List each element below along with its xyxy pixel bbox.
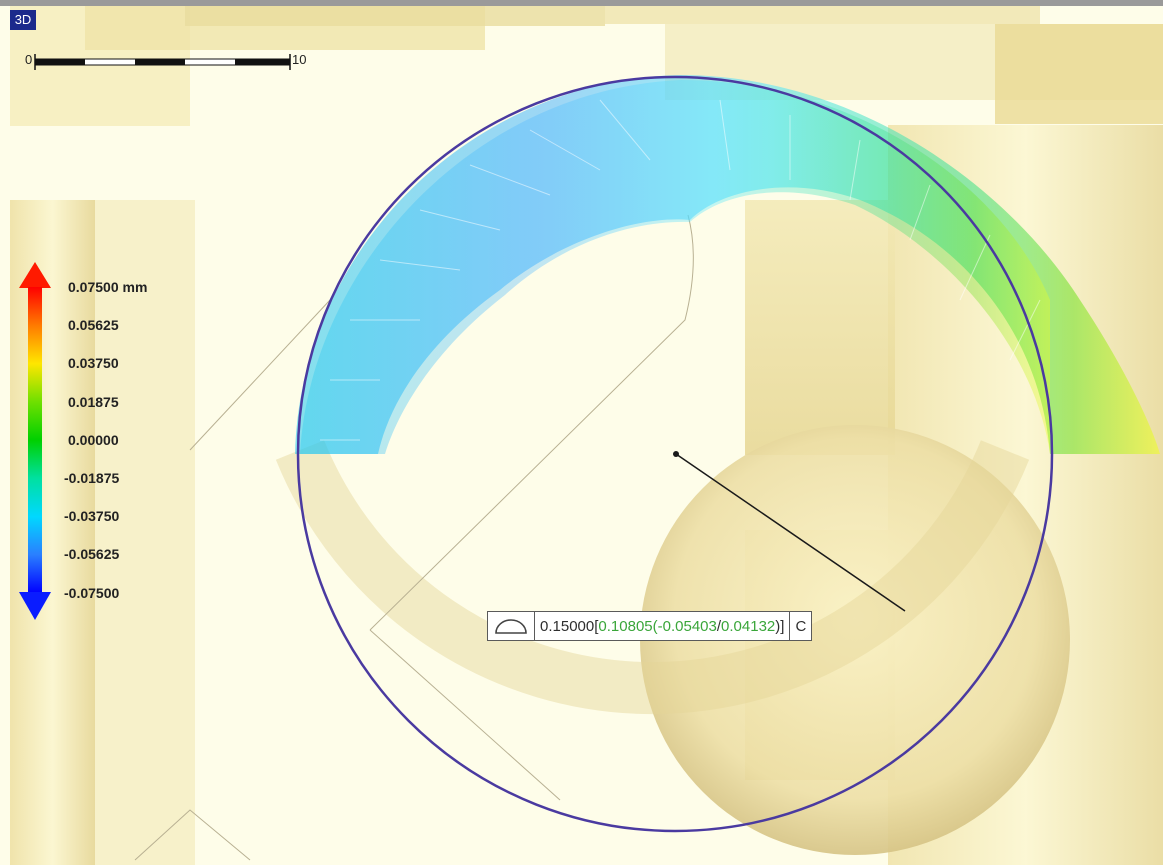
scale-bar-end-label: 10 xyxy=(292,52,307,67)
separator-slash: / xyxy=(716,617,722,635)
annotation-feature-label: C xyxy=(795,617,807,635)
close-bracket: )] xyxy=(775,617,785,635)
min-deviation: -0.05403 xyxy=(657,617,717,635)
measured-circle[interactable] xyxy=(296,75,1054,833)
legend-label: 0.01875 xyxy=(68,394,119,410)
legend-label-max: 0.07500 mm xyxy=(68,279,148,295)
max-deviation: 0.04132 xyxy=(721,617,776,635)
leader-line xyxy=(675,453,906,612)
scale-bar-start-label: 0 xyxy=(25,52,33,67)
nominal-value: 0.15000 xyxy=(540,617,595,635)
legend-label: 0.05625 xyxy=(68,317,119,333)
legend-label: 0.03750 xyxy=(68,355,119,371)
legend-label-min: -0.07500 xyxy=(64,585,120,601)
legend-label-zero: 0.00000 xyxy=(68,432,119,448)
background-geometry xyxy=(10,6,1163,865)
window-top-border xyxy=(0,0,1163,6)
color-legend-bar xyxy=(19,262,51,620)
legend-label: -0.03750 xyxy=(64,508,120,524)
legend-label: -0.05625 xyxy=(64,546,120,562)
open-bracket: [ xyxy=(594,617,599,635)
legend-label: -0.01875 xyxy=(64,470,120,486)
measured-value: 0.10805 xyxy=(598,617,653,635)
annotation-value-cell: 0.15000[0.10805 (-0.05403/0.04132)] xyxy=(535,612,791,640)
annotation-icon-cell xyxy=(488,612,535,640)
scale-bar xyxy=(34,54,291,70)
view-mode-badge[interactable]: 3D xyxy=(10,10,36,30)
semicircle-icon xyxy=(495,619,527,634)
open-paren: ( xyxy=(652,617,658,635)
deviation-whiskers xyxy=(295,75,1160,454)
measurement-annotation[interactable]: 0.15000[0.10805 (-0.05403/0.04132)] C xyxy=(487,611,813,641)
